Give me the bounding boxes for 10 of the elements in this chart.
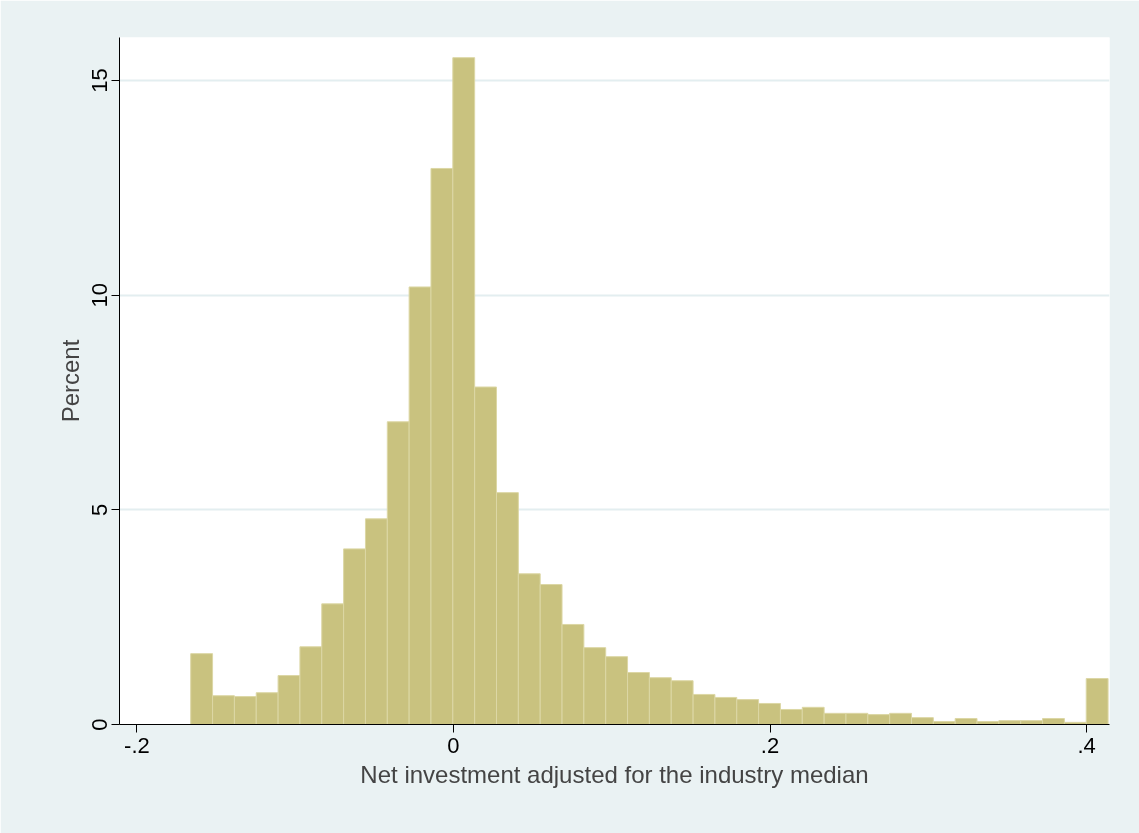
x-tick-label: -.2: [124, 732, 150, 758]
y-tick-label: 15: [86, 68, 112, 93]
x-tick-label: .4: [1077, 732, 1096, 758]
y-tick-label: 10: [86, 282, 112, 308]
y-axis-title: Percent: [56, 339, 84, 423]
y-tick-label: 5: [86, 503, 112, 516]
x-tick-label: .2: [760, 732, 780, 758]
y-tick-label: 0: [86, 718, 112, 731]
x-tick-label: 0: [447, 732, 460, 758]
x-axis-title: Net investment adjusted for the industry median: [360, 760, 869, 788]
